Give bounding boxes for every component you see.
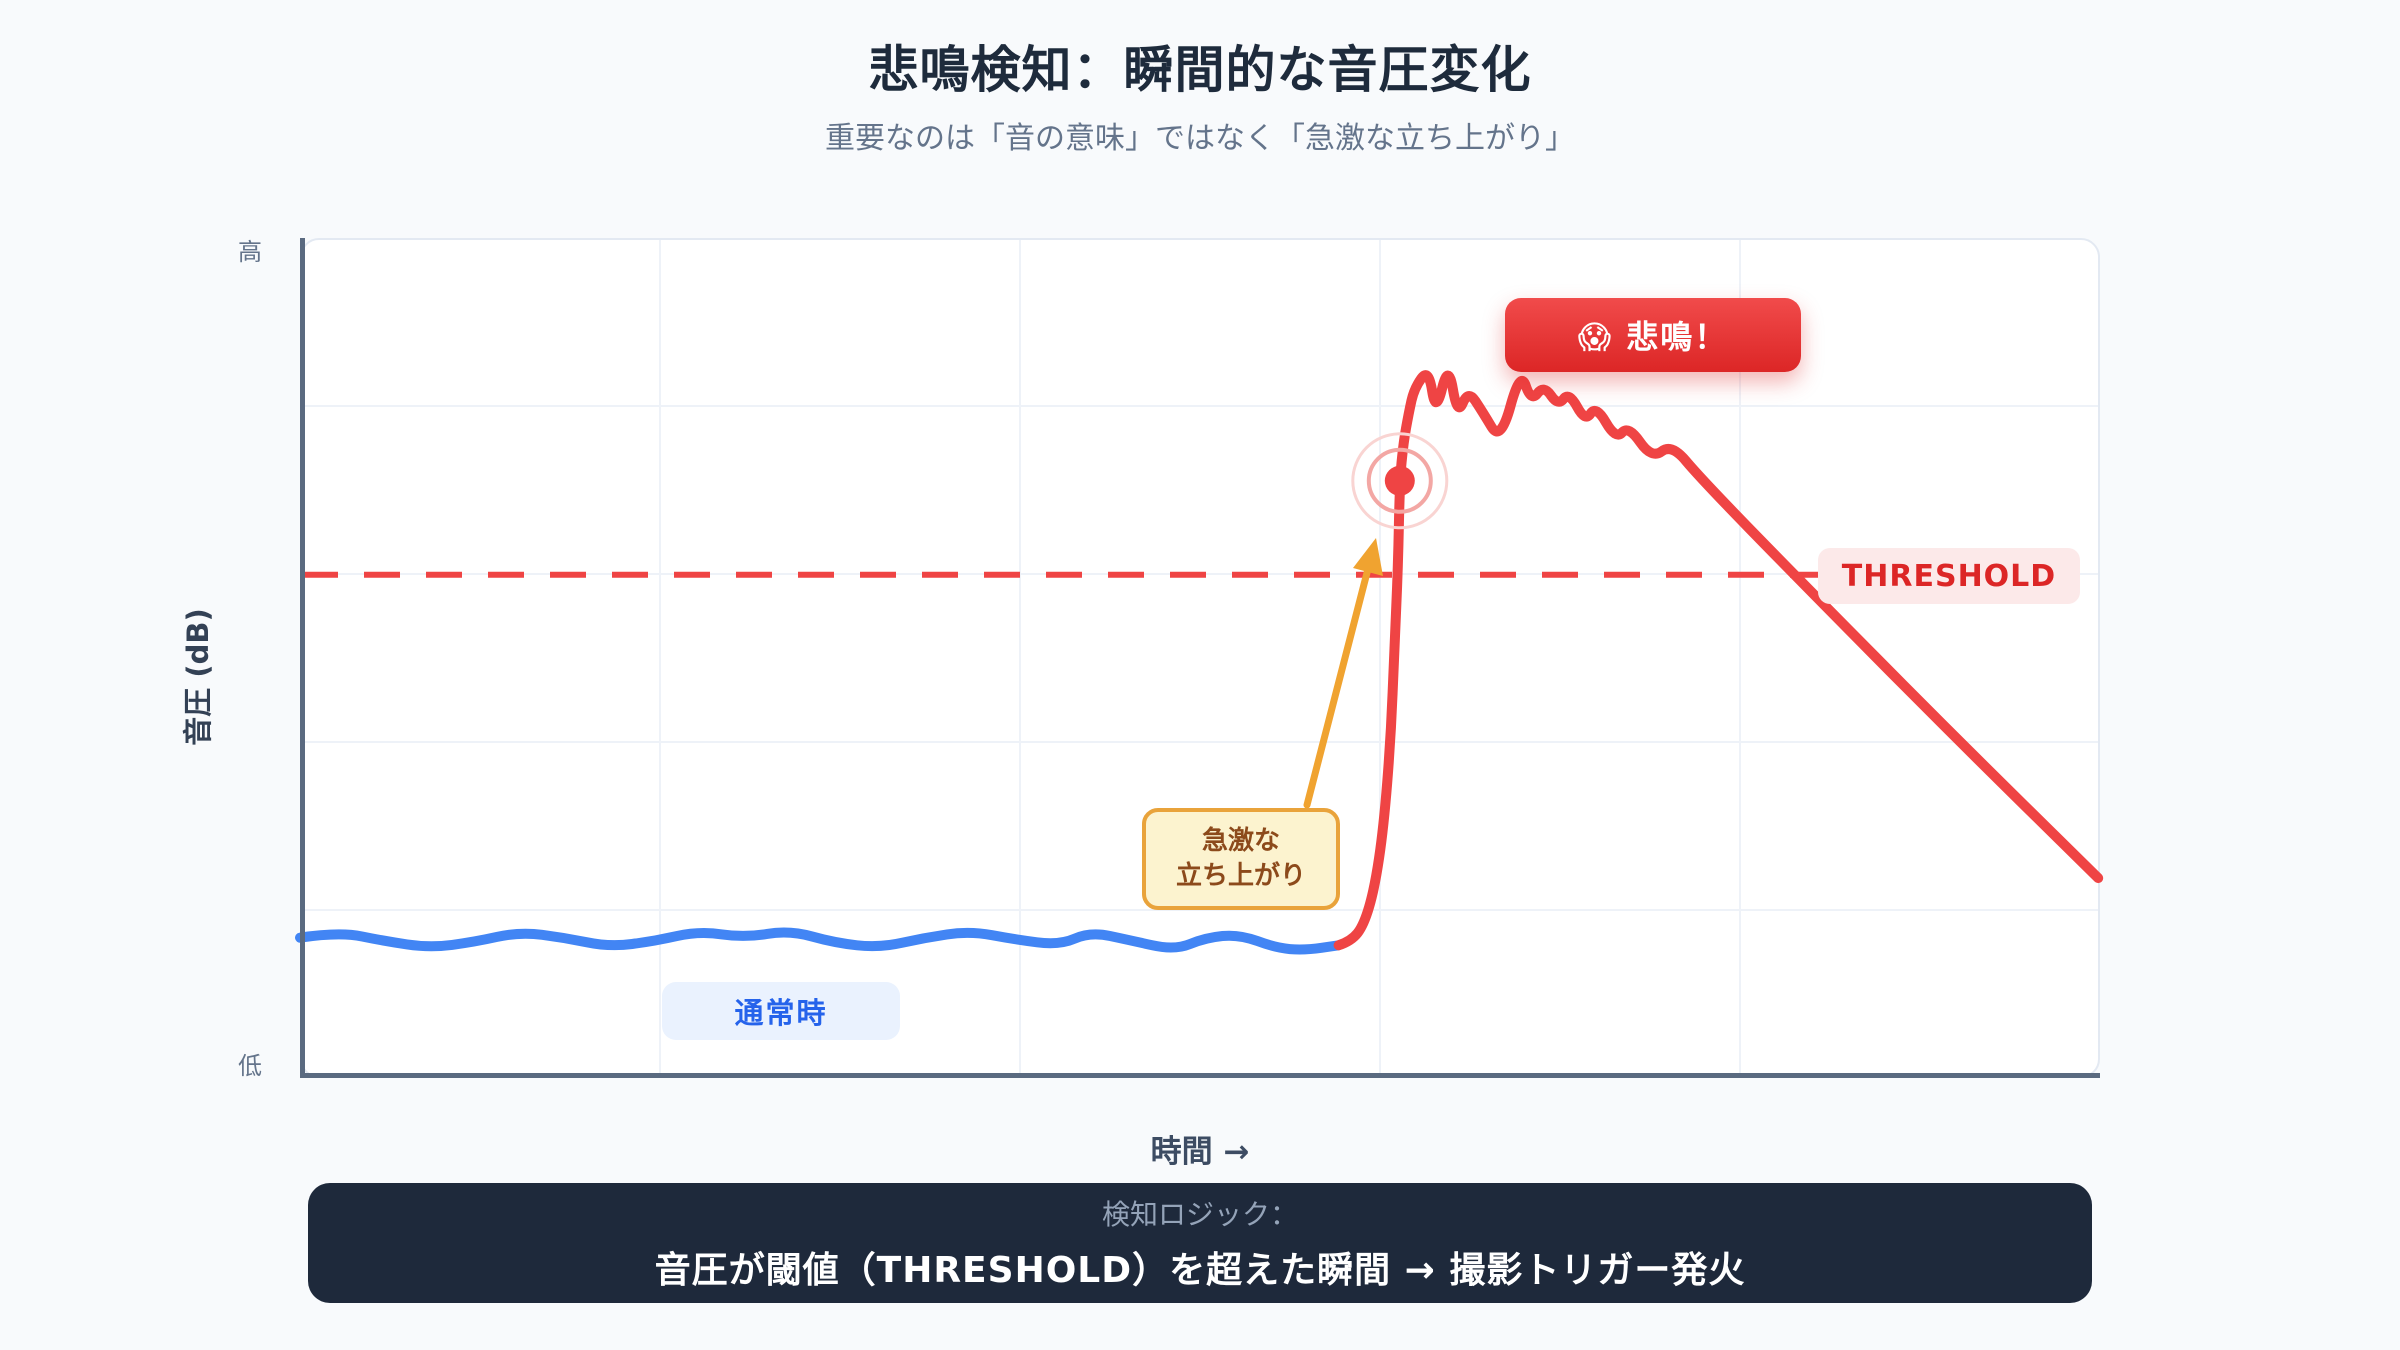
series-scream-line	[1333, 370, 2104, 951]
threshold-label: THRESHOLD	[1818, 548, 2080, 604]
page-subtitle: 重要なのは「音の意味」ではなく「急激な立ち上がり」	[825, 121, 1575, 156]
trigger-point-dot	[1384, 465, 1415, 496]
page-title: 悲鳴検知：瞬間的な音圧変化	[868, 41, 1532, 99]
detection-logic-text: 音圧が閾値（THRESHOLD）を超えた瞬間 → 撮影トリガー発火	[654, 1250, 1746, 1291]
chart-card: 😱 悲鳴！ THRESHOLD 急激な 立ち上がり 通常時	[295, 238, 2104, 1078]
rise-arrow	[1303, 538, 1383, 809]
y-axis-max-label: 高	[238, 238, 262, 266]
y-axis-min-label: 低	[238, 1052, 262, 1080]
normal-state-badge: 通常時	[662, 982, 900, 1040]
chart-plot	[295, 238, 2104, 1078]
x-axis-title: 時間 →	[1150, 1134, 1250, 1170]
sudden-rise-callout: 急激な 立ち上がり	[1142, 808, 1340, 910]
rise-arrow-shaft	[1303, 561, 1373, 809]
detection-logic-panel: 検知ロジック： 音圧が閾値（THRESHOLD）を超えた瞬間 → 撮影トリガー発…	[308, 1183, 2092, 1303]
series-normal-line	[295, 927, 1344, 955]
pulse-ring-outer	[1351, 432, 1449, 530]
y-axis-title: 音圧 (dB)	[181, 608, 215, 746]
scream-badge: 😱 悲鳴！	[1505, 298, 1801, 372]
detection-logic-label: 検知ロジック：	[1101, 1198, 1298, 1231]
rise-arrow-head	[1353, 538, 1383, 576]
sudden-rise-line2: 立ち上がり	[1175, 861, 1306, 891]
sudden-rise-line1: 急激な	[1201, 825, 1280, 856]
pulse-ring-inner	[1366, 447, 1433, 514]
chart-background	[300, 238, 2100, 1078]
